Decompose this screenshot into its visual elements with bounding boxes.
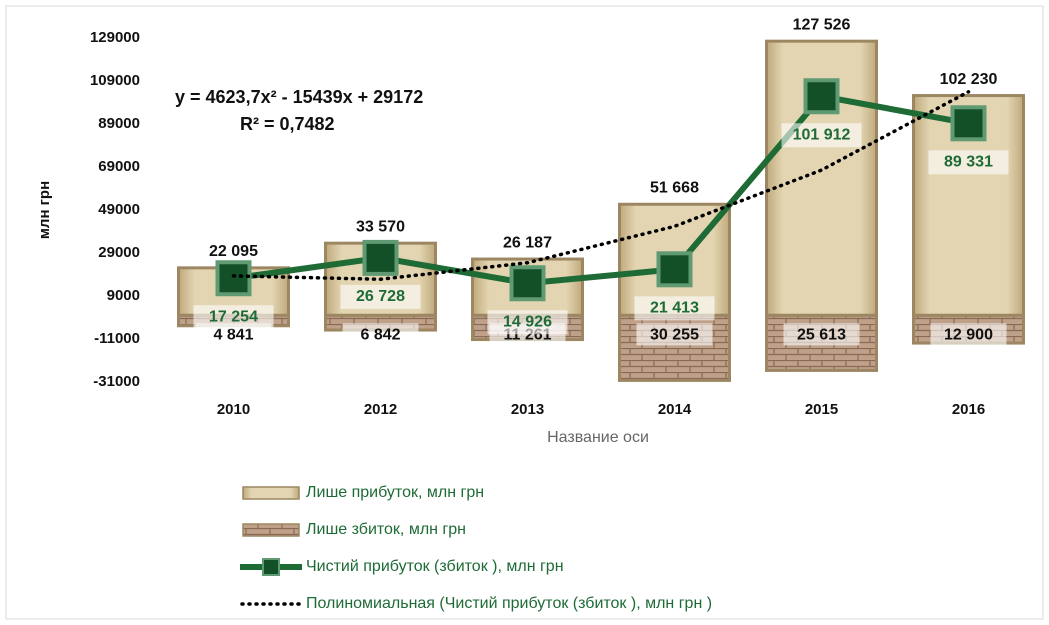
y-tick-label: -11000 — [94, 330, 140, 347]
legend-marker — [262, 558, 280, 576]
y-tick-label: 129000 — [90, 29, 140, 46]
marker — [215, 260, 252, 297]
x-tick-label: 2013 — [511, 401, 544, 418]
frame — [5, 5, 1044, 620]
label-box — [193, 305, 274, 330]
y-tick-label: -31000 — [93, 373, 140, 390]
x-tick-label: 2015 — [805, 401, 838, 418]
legend-label: Лише збиток, млн грн — [306, 521, 466, 538]
annotation: y = 4623,7x² - 15439x + 29172 — [175, 87, 423, 107]
label-box — [487, 310, 568, 335]
y-tick-label: 89000 — [98, 115, 140, 132]
x-tick-label: 2014 — [658, 401, 692, 418]
data-label: 101 912 — [793, 126, 851, 143]
marker — [362, 239, 399, 276]
data-label: 33 570 — [356, 218, 405, 235]
data-label: 102 230 — [940, 71, 998, 88]
line — [233, 92, 970, 287]
marker — [656, 251, 693, 288]
label-box — [930, 323, 1007, 346]
label-box — [783, 323, 860, 346]
y-axis-label: млн грн — [36, 181, 53, 239]
legend-label: Чистий прибуток (збиток ), млн грн — [306, 558, 564, 575]
data-label: 21 413 — [650, 300, 699, 317]
data-label: 12 900 — [944, 327, 993, 344]
legend-label: Лише прибуток, млн грн — [306, 484, 484, 501]
label-box — [342, 323, 419, 346]
data-label: 51 668 — [650, 179, 699, 196]
data-label: 6 842 — [360, 327, 400, 344]
data-label: 4 841 — [213, 327, 253, 344]
label-box — [781, 123, 862, 148]
data-label: 26 187 — [503, 234, 552, 251]
marker — [803, 78, 840, 115]
legend-swatch — [242, 523, 300, 537]
data-label: 26 728 — [356, 288, 405, 305]
label-box — [928, 150, 1009, 175]
legend-swatch — [242, 486, 300, 500]
x-tick-label: 2016 — [952, 401, 985, 418]
data-label: 17 254 — [209, 308, 258, 325]
y-tick-label: 49000 — [98, 201, 140, 218]
annotation: R² = 0,7482 — [240, 114, 335, 134]
marker — [509, 265, 546, 302]
x-tick-label: 2012 — [364, 401, 397, 418]
data-label: 89 331 — [944, 154, 993, 171]
y-tick-label: 9000 — [107, 287, 140, 304]
legend-label: Полиномиальная (Чистий прибуток (збиток … — [306, 595, 712, 612]
x-axis-label: Название оси — [547, 429, 649, 446]
label-box — [636, 323, 713, 346]
data-label: 127 526 — [793, 16, 851, 33]
marker — [950, 105, 987, 142]
y-tick-label: 109000 — [90, 72, 140, 89]
label-box — [634, 296, 715, 321]
label-box — [340, 284, 421, 309]
data-label: 22 095 — [209, 243, 258, 260]
y-tick-label: 29000 — [98, 244, 140, 261]
y-tick-label: 69000 — [98, 158, 140, 175]
data-label: 14 926 — [503, 313, 552, 330]
data-label: 30 255 — [650, 327, 699, 344]
data-label: 25 613 — [797, 327, 846, 344]
trend-line — [231, 90, 971, 282]
x-tick-label: 2010 — [217, 401, 250, 418]
